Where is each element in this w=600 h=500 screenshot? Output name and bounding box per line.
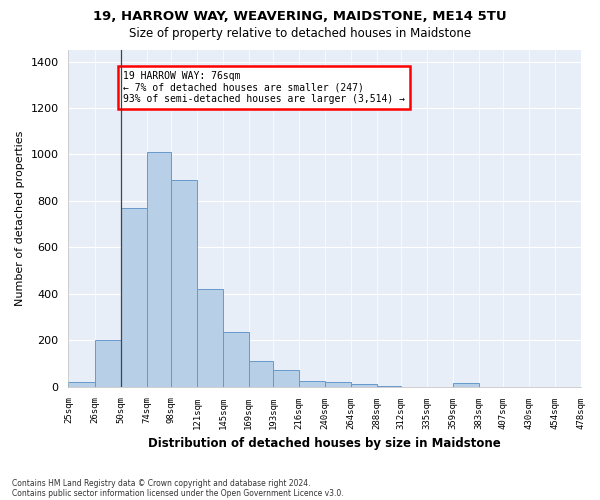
Bar: [274, 370, 299, 386]
Text: Contains HM Land Registry data © Crown copyright and database right 2024.: Contains HM Land Registry data © Crown c…: [12, 478, 311, 488]
Bar: [223, 332, 249, 386]
Bar: [453, 383, 479, 386]
Bar: [147, 152, 172, 386]
Bar: [95, 340, 121, 386]
Y-axis label: Number of detached properties: Number of detached properties: [15, 130, 25, 306]
X-axis label: Distribution of detached houses by size in Maidstone: Distribution of detached houses by size …: [148, 437, 501, 450]
Text: 19, HARROW WAY, WEAVERING, MAIDSTONE, ME14 5TU: 19, HARROW WAY, WEAVERING, MAIDSTONE, ME…: [93, 10, 507, 23]
Bar: [172, 180, 197, 386]
Bar: [249, 361, 274, 386]
Bar: [299, 381, 325, 386]
Text: Contains public sector information licensed under the Open Government Licence v3: Contains public sector information licen…: [12, 488, 344, 498]
Bar: [68, 382, 95, 386]
Bar: [351, 384, 377, 386]
Text: 19 HARROW WAY: 76sqm
← 7% of detached houses are smaller (247)
93% of semi-detac: 19 HARROW WAY: 76sqm ← 7% of detached ho…: [123, 70, 405, 104]
Bar: [121, 208, 147, 386]
Bar: [197, 289, 223, 386]
Text: Size of property relative to detached houses in Maidstone: Size of property relative to detached ho…: [129, 28, 471, 40]
Bar: [325, 382, 351, 386]
